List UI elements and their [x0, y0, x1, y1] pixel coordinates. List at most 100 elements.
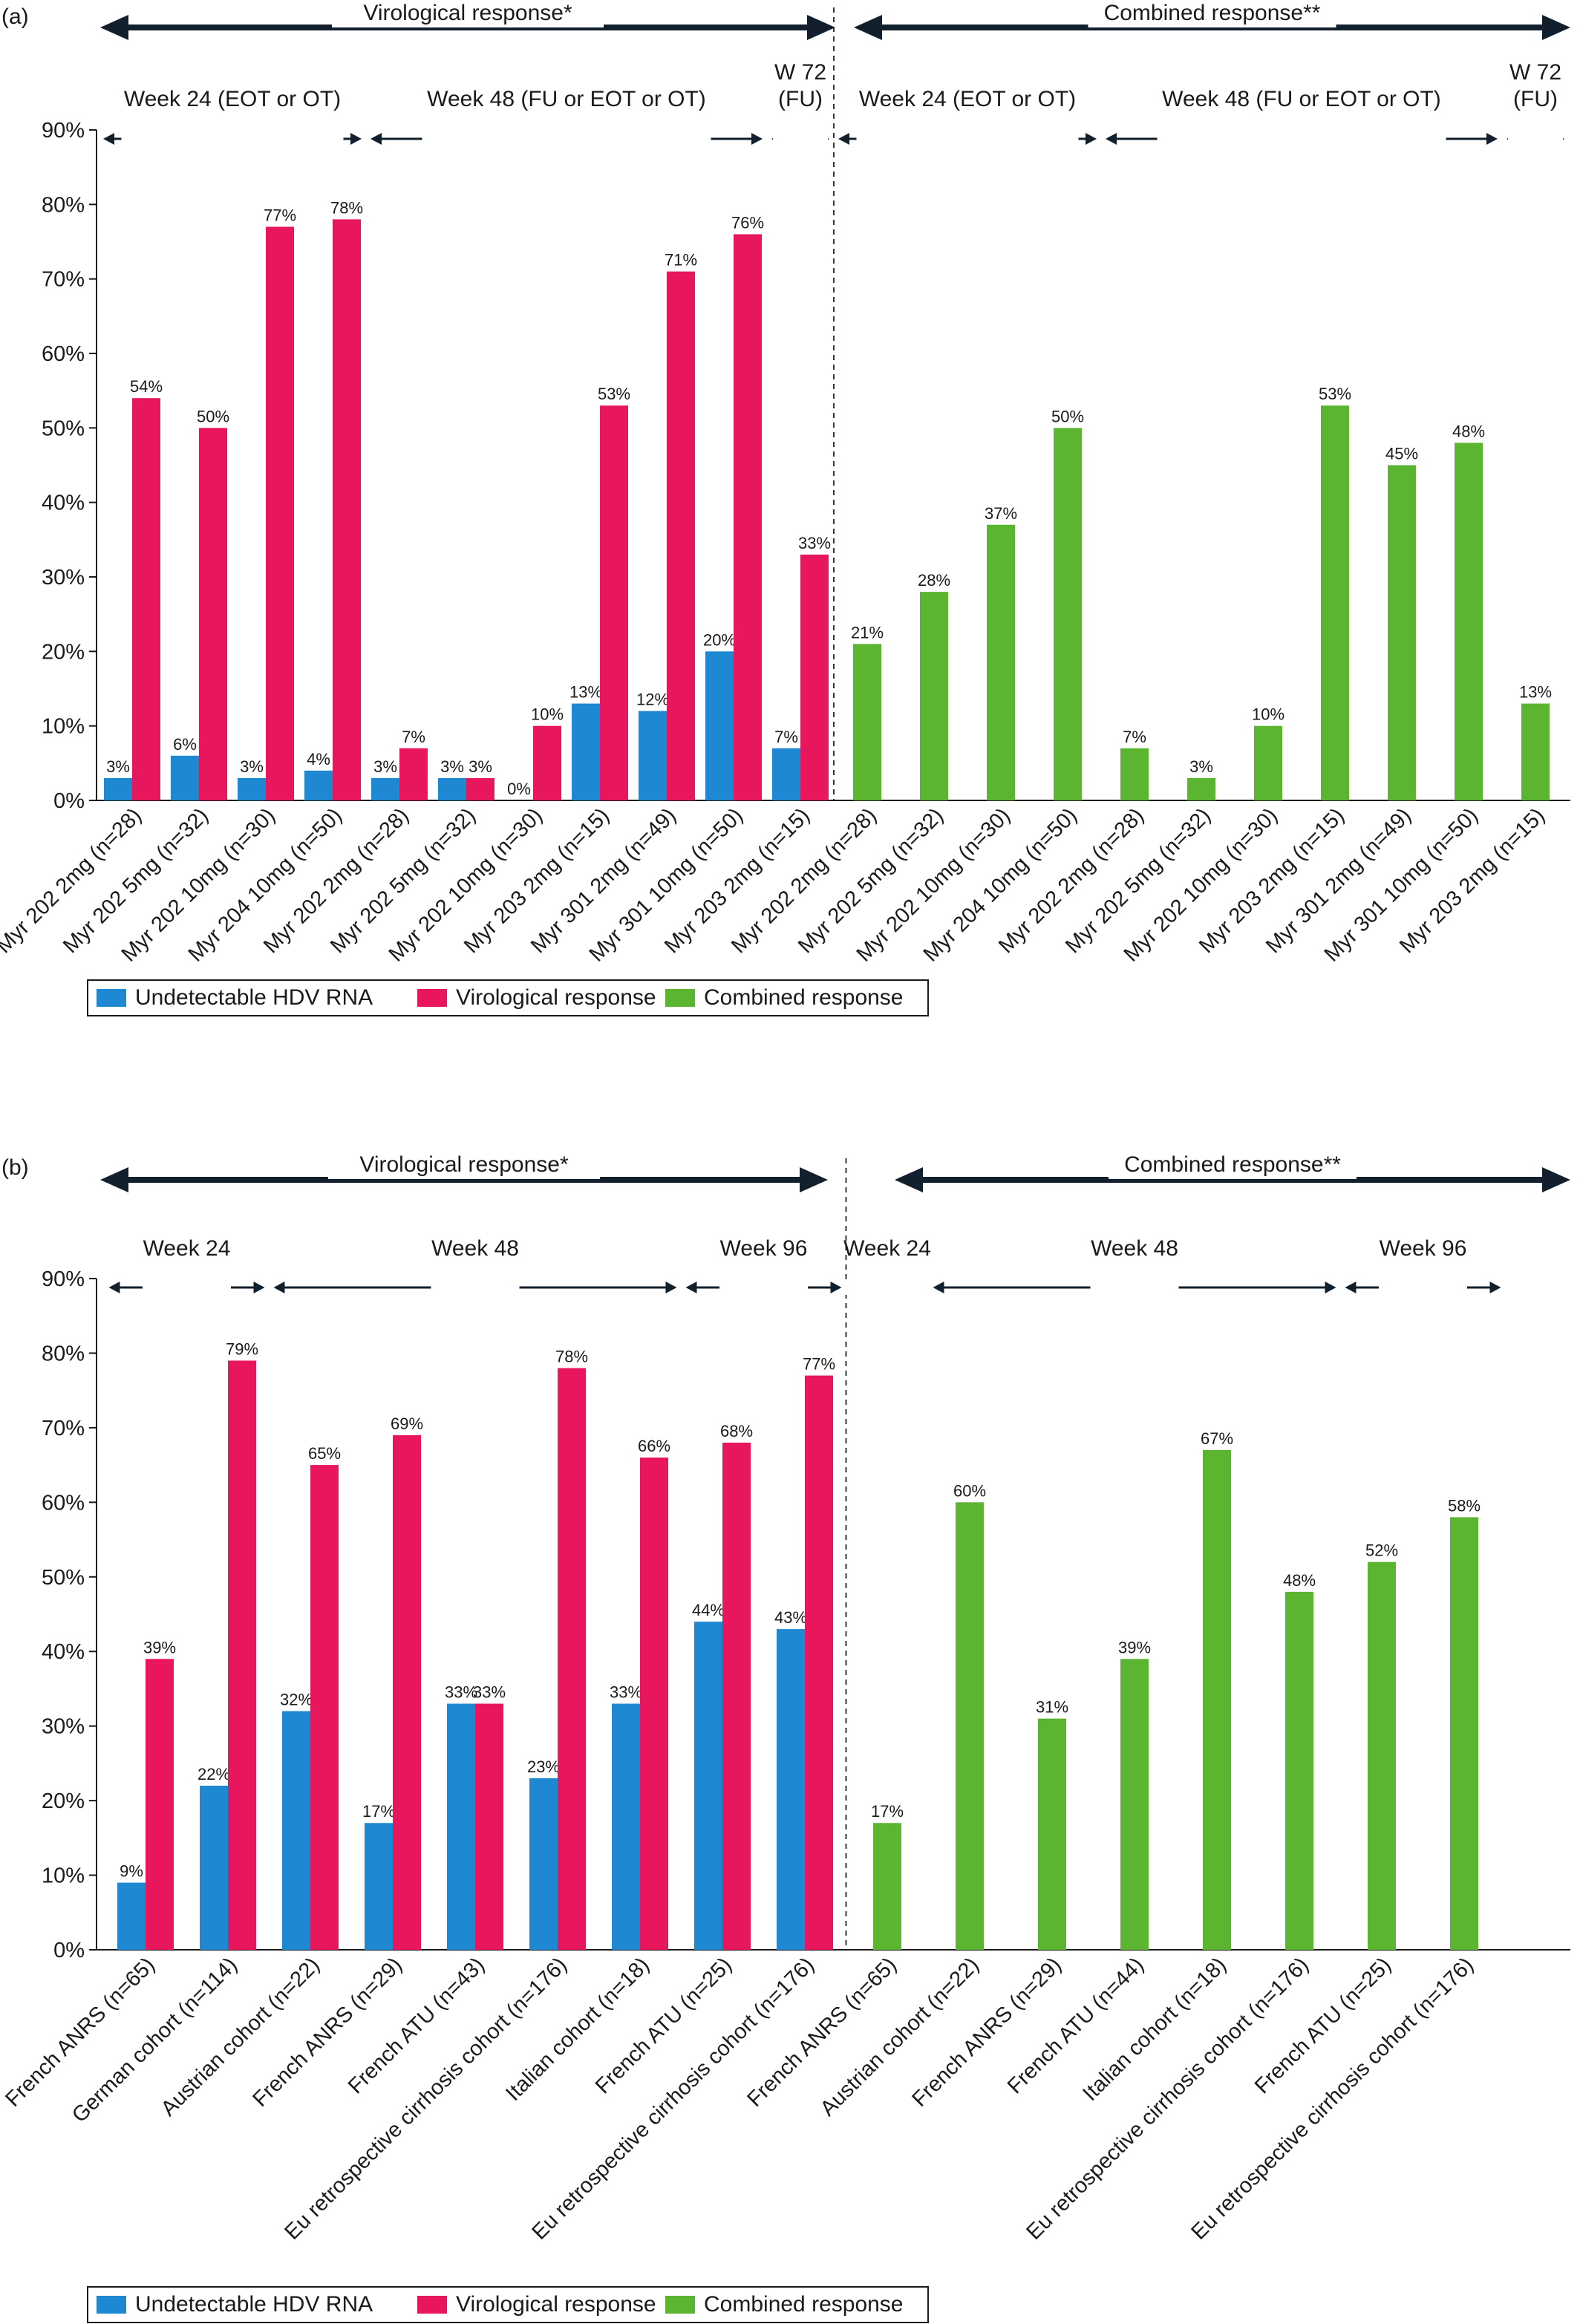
data-label: 50%: [1051, 407, 1084, 425]
bar-combined-response: [1368, 1561, 1396, 1950]
category-label: French ANRS (n=65): [742, 1953, 901, 2112]
data-label: 39%: [1118, 1638, 1151, 1656]
data-label: 79%: [226, 1339, 258, 1358]
period-label: Week 48 (FU or EOT or OT): [427, 87, 706, 111]
section-header: Virological response*: [359, 1152, 569, 1177]
y-tick-label: 90%: [42, 119, 85, 143]
data-label: 10%: [1252, 705, 1284, 724]
period-arrowhead-left: [370, 133, 382, 145]
category-label: Italian cohort (n=18): [1078, 1953, 1231, 2106]
bar-combined-response: [1285, 1591, 1313, 1950]
legend-swatch: [665, 989, 695, 1007]
data-label: 54%: [130, 377, 163, 396]
data-label: 7%: [402, 728, 425, 746]
header-arrowhead-left: [100, 15, 128, 40]
category-label: French ATU (n=25): [591, 1953, 737, 2098]
bar-virological-response: [805, 1375, 833, 1950]
bar-undetectable-hdv-rna: [705, 651, 734, 800]
data-label: 44%: [692, 1601, 725, 1619]
data-label: 33%: [798, 534, 831, 552]
data-label: 33%: [445, 1683, 477, 1702]
period-label: Week 96: [1380, 1236, 1467, 1261]
y-tick-label: 60%: [42, 342, 85, 366]
period-arrowhead-left: [685, 1282, 697, 1293]
period-label-bg: [1379, 1280, 1467, 1295]
data-label: 37%: [985, 504, 1017, 523]
data-label: 0%: [507, 780, 531, 798]
period-label: W 72: [774, 60, 826, 85]
period-label-bg: [773, 131, 828, 146]
y-tick-label: 10%: [42, 1864, 85, 1888]
legend-label: Combined response: [704, 2292, 904, 2317]
category-label: French ATU (n=43): [344, 1953, 489, 2098]
bar-combined-response: [1254, 725, 1282, 800]
y-tick-label: 80%: [42, 1342, 85, 1365]
bar-undetectable-hdv-rna: [694, 1622, 722, 1950]
period-label-bg: [121, 131, 344, 146]
bar-combined-response: [1388, 465, 1416, 800]
category-label: French ANRS (n=29): [248, 1953, 407, 2112]
period-arrowhead-right: [1486, 133, 1498, 145]
header-arrowhead-left: [854, 15, 882, 40]
data-label: 53%: [1319, 385, 1351, 403]
bar-combined-response: [1450, 1517, 1478, 1950]
data-label: 65%: [308, 1444, 341, 1463]
data-label: 69%: [391, 1414, 423, 1433]
period-arrowhead-left: [838, 133, 849, 145]
y-tick-label: 70%: [42, 268, 85, 292]
legend-swatch: [665, 2296, 695, 2314]
data-label: 3%: [440, 757, 464, 776]
bar-combined-response: [1038, 1718, 1066, 1950]
bar-undetectable-hdv-rna: [371, 777, 399, 800]
bar-undetectable-hdv-rna: [772, 748, 800, 800]
bar-virological-response: [640, 1458, 668, 1950]
period-arrowhead-right: [751, 133, 763, 145]
data-label: 3%: [240, 757, 264, 776]
panel-label: (a): [1, 4, 29, 29]
bar-undetectable-hdv-rna: [117, 1882, 146, 1950]
y-tick-label: 90%: [42, 1267, 85, 1291]
period-arrowhead-left: [1345, 1282, 1357, 1293]
bar-combined-response: [1120, 1659, 1149, 1950]
category-label: German cohort (n=114): [68, 1953, 242, 2127]
bar-virological-response: [722, 1442, 751, 1950]
data-label: 33%: [473, 1683, 506, 1702]
period-arrowhead-left: [1106, 133, 1117, 145]
bar-undetectable-hdv-rna: [447, 1703, 475, 1950]
period-label: Week 24 (EOT or OT): [859, 87, 1076, 111]
y-tick-label: 50%: [42, 417, 85, 440]
bar-virological-response: [533, 725, 561, 800]
data-label: 33%: [610, 1683, 642, 1702]
bar-combined-response: [956, 1502, 984, 1950]
data-label: 76%: [731, 213, 764, 232]
period-arrowhead-right: [1086, 133, 1097, 145]
period-label: Week 48 (FU or EOT or OT): [1162, 87, 1441, 111]
category-label: French ANRS (n=29): [907, 1953, 1066, 2112]
bar-virological-response: [266, 226, 294, 800]
legend-label: Combined response: [704, 985, 904, 1010]
header-arrowhead-left: [100, 1167, 128, 1192]
data-label: 20%: [703, 630, 736, 649]
y-tick-label: 30%: [42, 1715, 85, 1739]
y-tick-label: 70%: [42, 1417, 85, 1440]
bar-combined-response: [1203, 1450, 1231, 1950]
period-label: (FU): [1513, 87, 1558, 111]
bar-combined-response: [987, 524, 1015, 800]
period-label: Week 24: [843, 1236, 931, 1261]
period-arrowhead-right: [665, 1282, 677, 1293]
period-label-bg: [431, 1280, 520, 1295]
data-label: 58%: [1448, 1496, 1481, 1515]
bar-virological-response: [475, 1703, 503, 1950]
bar-virological-response: [228, 1360, 256, 1950]
data-label: 17%: [362, 1802, 395, 1821]
data-label: 48%: [1452, 422, 1485, 440]
y-tick-label: 40%: [42, 1640, 85, 1664]
legend-box: [87, 979, 929, 1016]
legend-label: Undetectable HDV RNA: [135, 2292, 373, 2317]
data-label: 78%: [555, 1348, 588, 1366]
category-label: Eu retrospective cirrhosis cohort (n=176…: [1186, 1953, 1478, 2244]
bar-virological-response: [146, 1659, 174, 1950]
y-tick-label: 40%: [42, 492, 85, 515]
bar-undetectable-hdv-rna: [777, 1629, 805, 1950]
bar-undetectable-hdv-rna: [104, 777, 132, 800]
